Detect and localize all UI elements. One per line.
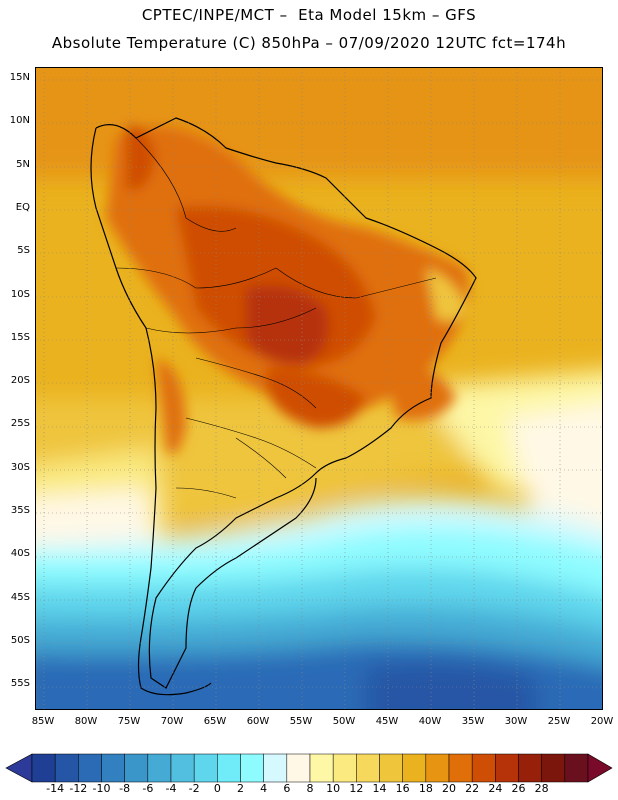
graticule (36, 68, 602, 709)
field-bands (36, 68, 602, 709)
lon-label: 50W (332, 716, 356, 727)
colorbar-tick-label: 24 (488, 782, 503, 795)
lon-label: 65W (203, 716, 227, 727)
colorbar-swatch (309, 753, 334, 783)
lon-label: 55W (289, 716, 313, 727)
colorbar-swatch (379, 753, 403, 783)
colorbar-tick-label: -4 (165, 782, 177, 795)
colorbar-swatch (217, 753, 241, 783)
colorbar-swatch (448, 753, 473, 783)
colorbar-tick-label: 12 (349, 782, 364, 795)
lat-label: 5S (17, 245, 30, 257)
colorbar-high-arrow (587, 753, 613, 783)
colorbar-tick-label: 18 (418, 782, 433, 795)
colorbar-swatch (147, 753, 172, 783)
colorbar-swatch (31, 753, 56, 783)
colorbar-swatch (193, 753, 218, 783)
title-line-1: CPTEC/INPE/MCT – Eta Model 15km – GFS (141, 6, 477, 24)
colorbar-tick-label: 14 (372, 782, 387, 795)
lon-label: 70W (160, 716, 184, 727)
lat-label: EQ (15, 201, 30, 213)
colorbar-tick-label: 8 (306, 782, 314, 795)
lat-label: 15N (9, 72, 30, 83)
lat-label: 40S (10, 548, 30, 560)
colorbar-low-arrow (5, 753, 33, 783)
lat-label: 15S (10, 331, 30, 343)
temperature-map (35, 67, 603, 710)
colorbar-tick-label: -8 (119, 782, 131, 795)
colorbar-swatch (518, 753, 542, 783)
map-svg (36, 68, 602, 709)
lon-label: 85W (31, 716, 55, 727)
colorbar-swatch (170, 753, 195, 783)
colorbar-swatch (564, 753, 589, 783)
colorbar-swatch (124, 753, 149, 783)
colorbar-tick-label: 28 (534, 782, 549, 795)
lon-label: 80W (74, 716, 98, 727)
colorbar-swatch (101, 753, 125, 783)
colorbar-tick-label: -12 (69, 782, 88, 795)
colorbar-tick-label: 6 (283, 782, 291, 795)
lat-label: 35S (10, 505, 30, 516)
colorbar-swatch (263, 753, 288, 783)
lon-label: 30W (504, 716, 528, 727)
colorbar-tick-label: -10 (92, 782, 111, 795)
colorbar (5, 753, 613, 783)
lon-label: 40W (418, 716, 442, 727)
coastlines (90, 117, 477, 696)
colorbar-swatch (356, 753, 380, 783)
lon-label: 60W (246, 716, 270, 727)
colorbar-tick-label: 0 (213, 782, 221, 795)
lon-label: 25W (547, 716, 571, 727)
colorbar-tick-label: 26 (511, 782, 526, 795)
lon-label: 35W (461, 716, 485, 727)
colorbar-tick-label: 10 (326, 782, 341, 795)
colorbar-tick-label: -2 (188, 782, 200, 795)
colorbar-tick-label: -6 (142, 782, 154, 795)
colorbar-tick-label: 16 (395, 782, 410, 795)
colorbar-swatch (286, 753, 311, 783)
lat-label: 45S (10, 591, 30, 603)
colorbar-swatch (495, 753, 519, 783)
colorbar-swatch (78, 753, 102, 783)
lon-label: 45W (375, 716, 399, 727)
lon-label: 75W (117, 716, 141, 727)
colorbar-tick-label: 22 (465, 782, 480, 795)
lat-label: 20S (10, 375, 30, 387)
colorbar-swatch (425, 753, 450, 783)
lat-label: 55S (10, 678, 30, 690)
colorbar-tick-label: 4 (260, 782, 268, 795)
colorbar-swatch (541, 753, 566, 783)
colorbar-swatch (471, 753, 496, 783)
lat-label: 10N (9, 115, 30, 127)
colorbar-swatch (402, 753, 427, 783)
country-borders (115, 137, 437, 499)
lat-label: 25S (10, 418, 30, 430)
colorbar-swatch (332, 753, 357, 783)
lat-label: 5N (16, 158, 30, 170)
lat-label: 10S (10, 288, 30, 300)
colorbar-tick-label: 2 (237, 782, 244, 795)
colorbar-swatch (54, 753, 79, 783)
colorbar-swatch (240, 753, 264, 783)
colorbar-tick-label: -14 (46, 782, 65, 795)
lon-label: 20W (590, 716, 614, 727)
land-warm-core (106, 126, 469, 455)
title-line-2: Absolute Temperature (C) 850hPa – 07/09/… (51, 34, 567, 52)
lat-label: 50S (10, 634, 30, 646)
colorbar-tick-label: 20 (442, 782, 456, 795)
lat-label: 30S (10, 461, 30, 473)
